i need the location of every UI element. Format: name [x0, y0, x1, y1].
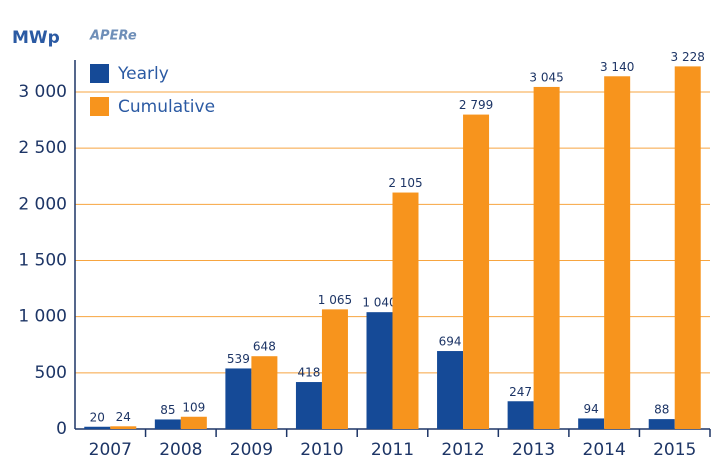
bar	[437, 351, 464, 429]
y-tick-label: 2 000	[18, 194, 67, 214]
x-tick-label: 2011	[371, 440, 414, 460]
bar	[463, 114, 490, 429]
bar	[84, 426, 111, 429]
value-label: 247	[509, 385, 532, 399]
bar	[180, 416, 207, 429]
bar	[674, 66, 701, 429]
value-label: 539	[227, 352, 250, 366]
value-label: 2 105	[388, 176, 422, 190]
bar	[110, 426, 137, 429]
x-tick-label: 2013	[512, 440, 555, 460]
y-tick-label: 1 500	[18, 251, 67, 271]
x-tick-label: 2007	[89, 440, 132, 460]
value-label: 24	[116, 410, 131, 424]
value-label: 3 140	[600, 60, 634, 74]
logo: APERe	[89, 29, 137, 44]
y-tick-label: 3 000	[18, 82, 67, 102]
y-tick-label: 500	[35, 363, 67, 383]
bar	[366, 312, 393, 429]
value-label: 694	[439, 335, 462, 349]
y-tick-label: 0	[56, 419, 67, 439]
bar	[295, 382, 322, 429]
x-tick-label: 2012	[441, 440, 484, 460]
value-label: 3 228	[671, 50, 705, 64]
bar	[251, 356, 278, 429]
value-label: 418	[297, 366, 320, 380]
bar	[225, 368, 252, 429]
bar	[392, 192, 419, 429]
value-label: 1 040	[362, 296, 396, 310]
value-label: 1 065	[318, 293, 352, 307]
legend-swatch	[90, 64, 109, 83]
value-label: 94	[584, 402, 599, 416]
x-tick-label: 2010	[300, 440, 343, 460]
x-tick-label: 2015	[653, 440, 696, 460]
value-label: 88	[654, 403, 669, 417]
bar	[648, 419, 675, 429]
x-tick-label: 2008	[159, 440, 202, 460]
x-tick-label: 2009	[230, 440, 273, 460]
bar	[321, 309, 348, 429]
value-label: 3 045	[529, 70, 563, 84]
value-label: 109	[182, 400, 205, 414]
y-axis-label: MWp	[12, 28, 60, 48]
bar	[154, 419, 181, 429]
legend-label: Cumulative	[118, 97, 215, 117]
x-tick-label: 2014	[583, 440, 626, 460]
value-label: 85	[160, 403, 175, 417]
bar	[578, 418, 605, 429]
y-tick-label: 1 000	[18, 307, 67, 327]
value-label: 648	[253, 340, 276, 354]
bar	[507, 401, 534, 429]
legend-label: Yearly	[117, 64, 169, 84]
value-label: 20	[90, 410, 105, 424]
bar	[533, 86, 560, 429]
legend-swatch	[90, 97, 109, 116]
y-tick-label: 2 500	[18, 138, 67, 158]
value-label: 2 799	[459, 98, 493, 112]
bar	[604, 76, 631, 430]
